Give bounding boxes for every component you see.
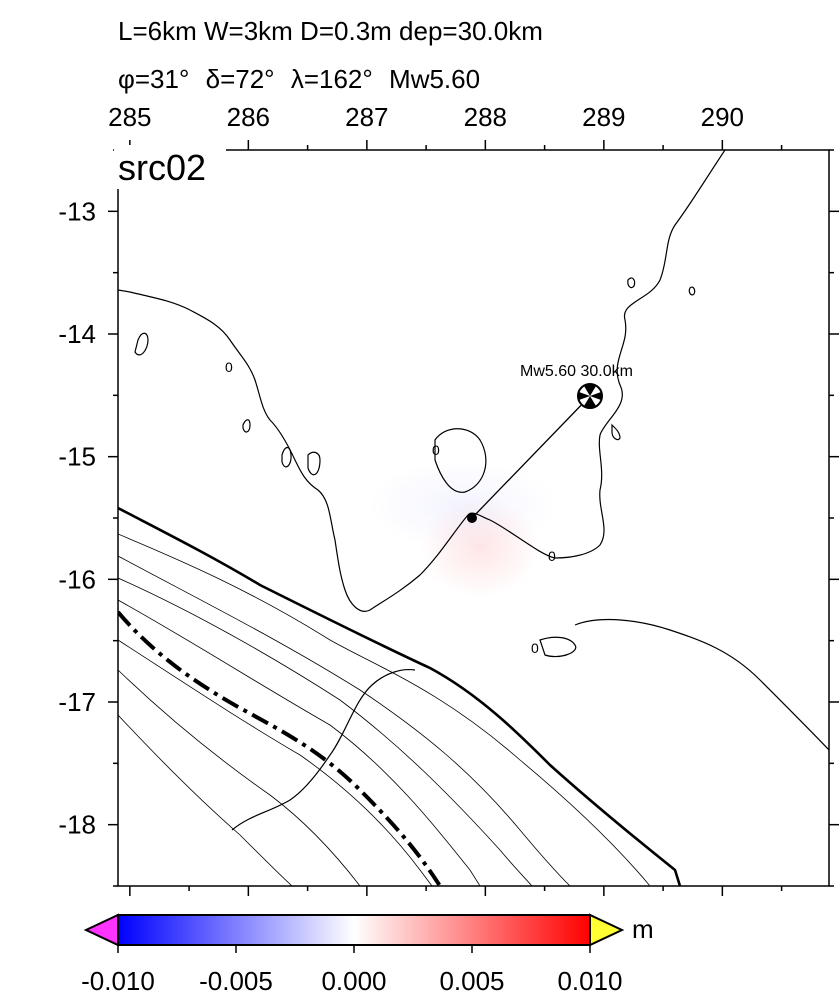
- source-label: Mw5.60 30.0km: [520, 363, 633, 380]
- contour-label: 0: [531, 640, 539, 656]
- beachball-focal-mechanism-icon: [577, 383, 603, 409]
- colorbar-tick-label: -0.010: [81, 966, 155, 996]
- colorbar-overflow-triangle: [589, 913, 625, 947]
- lat-tick-label: -17: [58, 687, 96, 717]
- panel-label: src02: [118, 147, 206, 188]
- coastlines: [118, 150, 829, 831]
- lon-tick-label: 286: [227, 102, 270, 132]
- deformation-field: [367, 460, 557, 598]
- source-connector-line: [471, 395, 591, 519]
- colorbar-tick-label: 0.000: [321, 966, 386, 996]
- dip-value: δ=72°: [205, 64, 275, 94]
- colorbar-tick-label: 0.010: [557, 966, 622, 996]
- colorbar: m -0.010 -0.005 0.000 0.005 0.010: [81, 913, 654, 996]
- panel-label-background: [114, 145, 226, 189]
- contour-label: 0: [548, 548, 556, 564]
- lon-tick-label: 289: [582, 102, 625, 132]
- figure-title-line2: φ=31° δ=72° λ=162° Mw5.60: [118, 64, 489, 95]
- strike-value: φ=31°: [118, 64, 190, 94]
- lon-tick-label: 290: [701, 102, 744, 132]
- colorbar-tick-label: 0.005: [439, 966, 504, 996]
- colorbar-gradient: [117, 914, 591, 946]
- lon-tick-label: 285: [108, 102, 151, 132]
- lat-tick-label: -15: [58, 442, 96, 472]
- figure-title-line1: L=6km W=3km D=0.3m dep=30.0km: [118, 16, 543, 46]
- contour-label: 0: [432, 442, 440, 458]
- magnitude-value: Mw5.60: [389, 64, 481, 94]
- colorbar-tick-label: -0.005: [199, 966, 273, 996]
- lat-tick-label: -13: [58, 196, 96, 226]
- rake-value: λ=162°: [290, 64, 373, 94]
- trench-lines: [118, 506, 682, 886]
- bathymetry-contours: [118, 533, 651, 886]
- fault-center-marker: [467, 513, 477, 523]
- contour-label: 0: [225, 359, 233, 375]
- lon-tick-label: 287: [345, 102, 388, 132]
- lat-tick-label: -16: [58, 564, 96, 594]
- lat-tick-label: -18: [58, 810, 96, 840]
- lon-tick-label: 288: [464, 102, 507, 132]
- map-ticks: [108, 140, 839, 896]
- colorbar-unit: m: [632, 914, 654, 944]
- colorbar-underflow-triangle: [83, 913, 119, 947]
- lat-tick-label: -14: [58, 319, 96, 349]
